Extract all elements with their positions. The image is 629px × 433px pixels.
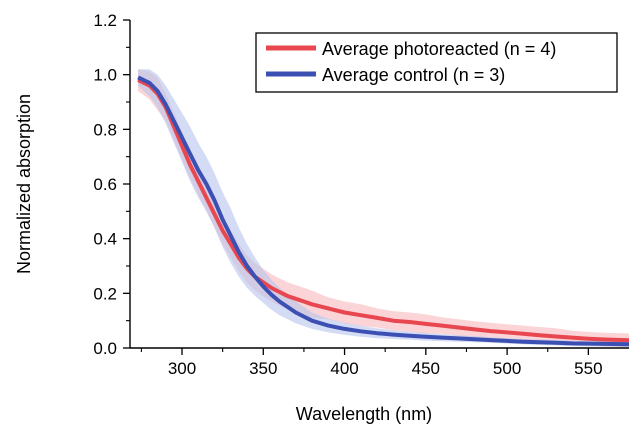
x-tick-label-450: 450 (412, 359, 440, 378)
x-tick-label-350: 350 (249, 359, 277, 378)
y-tick-label-0.2: 0.2 (93, 284, 117, 303)
y-tick-label-1.2: 1.2 (93, 11, 117, 30)
y-tick-label-1.0: 1.0 (93, 66, 117, 85)
x-tick-label-300: 300 (168, 359, 196, 378)
legend: Average photoreacted (n = 4) Average con… (255, 32, 618, 93)
y-tick-label-0.8: 0.8 (93, 120, 117, 139)
y-tick-label-0.6: 0.6 (93, 175, 117, 194)
y-axis-title: Normalized absorption (14, 94, 34, 274)
x-tick-label-400: 400 (330, 359, 358, 378)
legend-label-photoreacted: Average photoreacted (n = 4) (322, 39, 556, 59)
series-lines (137, 75, 629, 347)
legend-label-control: Average control (n = 3) (322, 65, 505, 85)
x-axis-ticks: 300 350 400 450 500 550 (140, 348, 603, 378)
x-tick-label-500: 500 (493, 359, 521, 378)
legend-box (255, 32, 618, 93)
y-axis-ticks: 0.0 0.2 0.4 0.6 0.8 1.0 1.2 (93, 11, 130, 358)
x-tick-label-550: 550 (574, 359, 602, 378)
series-line-control (137, 75, 629, 347)
x-axis-title: Wavelength (nm) (296, 404, 432, 424)
y-tick-label-0.0: 0.0 (93, 339, 117, 358)
y-tick-label-0.4: 0.4 (93, 230, 117, 249)
uncertainty-bands (138, 69, 629, 348)
band-control (138, 69, 629, 347)
series-line-photoreacted (137, 78, 629, 343)
